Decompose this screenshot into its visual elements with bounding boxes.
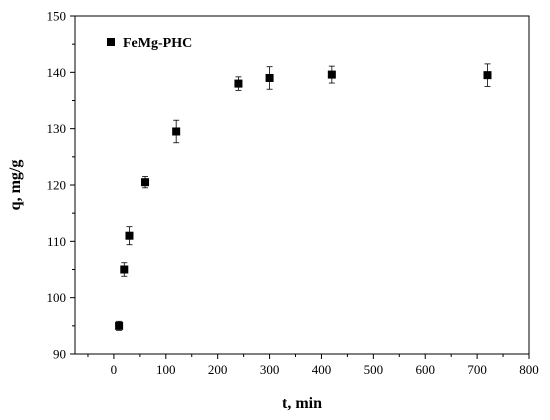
data-point: [483, 71, 492, 80]
x-tick-label: 0: [111, 362, 118, 377]
data-point: [327, 70, 336, 79]
data-point: [141, 178, 150, 187]
y-axis: 90 100 110 120 130 140 150: [47, 9, 75, 362]
y-tick-label: 120: [47, 178, 67, 193]
x-tick-label: 300: [260, 362, 280, 377]
x-tick-label: 800: [519, 362, 539, 377]
x-tick-label: 700: [467, 362, 487, 377]
data-point: [172, 127, 181, 136]
x-axis: 0 100 200 300 400 500 600 700 800: [87, 354, 539, 377]
data-point: [125, 231, 134, 240]
legend-marker-square: [107, 38, 115, 46]
x-tick-label: 200: [208, 362, 228, 377]
x-tick-label: 100: [156, 362, 176, 377]
legend-label: FeMg-PHC: [123, 36, 192, 51]
data-point: [120, 265, 129, 274]
data-point: [234, 79, 243, 88]
y-tick-label: 90: [53, 347, 66, 362]
error-bars: [116, 63, 491, 331]
data-point: [115, 321, 124, 330]
y-tick-label: 110: [47, 234, 66, 249]
y-axis-title: q, mg/g: [7, 160, 24, 211]
data-point: [265, 73, 274, 82]
y-tick-label: 150: [47, 9, 67, 24]
legend: FeMg-PHC: [107, 36, 192, 51]
x-tick-label: 400: [312, 362, 332, 377]
x-tick-label: 600: [415, 362, 435, 377]
x-tick-label: 500: [364, 362, 384, 377]
y-tick-label: 130: [47, 121, 67, 136]
y-tick-label: 140: [47, 65, 67, 80]
x-axis-title: t, min: [282, 395, 322, 412]
y-tick-label: 100: [47, 290, 67, 305]
data-markers: [115, 70, 492, 330]
